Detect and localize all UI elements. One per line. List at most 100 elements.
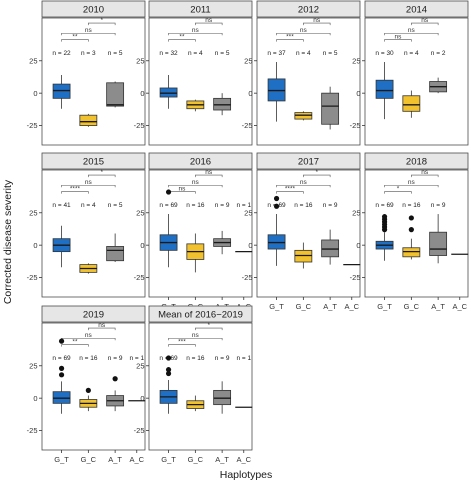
panel-strip [256,152,361,170]
panel-plot-area [41,322,146,451]
significance-bracket [276,184,331,188]
count-label: n = 3 [81,50,96,57]
count-label: n = 1 [129,355,144,362]
significance-label: ns [98,322,106,329]
significance-label: * [100,17,103,24]
y-tick-label: 25 [136,56,144,65]
x-tick-label: G_T [54,455,69,464]
box-a-t [321,92,340,125]
panel-plot-area [148,322,253,451]
count-label: n = 5 [108,202,123,209]
significance-bracket [411,174,439,178]
significance-label: ns [205,169,213,176]
y-tick-label: 25 [136,208,144,217]
count-label: n = 9 [108,355,123,362]
panel-title: 2018 [406,157,427,168]
outlier-point [273,195,280,202]
y-tick-label: 0 [33,89,37,98]
y-tick-label: 0 [140,89,144,98]
outlier-point [165,367,172,373]
significance-bracket [168,32,223,36]
y-tick-label: 25 [352,56,360,65]
y-tick-label: -25 [242,121,253,130]
panel-title: 2019 [83,310,104,321]
x-tick-label: A_T [323,302,337,311]
y-tick-label: -25 [134,426,145,435]
significance-label: ** [72,338,78,345]
count-label: n = 16 [186,355,205,362]
outlier-point [165,189,172,195]
significance-label: ns [85,332,93,339]
count-label: n = 5 [215,50,230,57]
y-tick-label: 0 [356,89,360,98]
y-tick-label: 25 [136,361,144,370]
x-tick-label: A_C [452,302,467,311]
x-tick-label: A_T [108,455,122,464]
significance-label: ns [313,17,321,24]
count-label: n = 9 [215,355,230,362]
panel-title: Mean of 2016−2019 [158,310,243,321]
box-a-t [106,82,125,107]
y-tick-label: 0 [248,241,252,250]
x-tick-label: A_C [344,302,359,311]
significance-bracket [88,327,116,331]
outlier-point [165,355,172,361]
x-axis-title: Haplotypes [220,469,273,481]
y-axis-title: Corrected disease severity [2,179,14,304]
significance-label: ns [192,179,200,186]
y-tick-label: -25 [27,273,38,282]
significance-label: ns [408,179,416,186]
significance-bracket [168,184,223,188]
count-label: n = 41 [52,202,71,209]
y-tick-label: -25 [350,121,361,130]
panel-strip [41,152,146,170]
box-g-t [375,79,394,99]
significance-bracket [384,191,412,194]
x-tick-label: A_C [129,455,144,464]
y-tick-label: 25 [244,208,252,217]
y-tick-label: 25 [29,56,37,65]
y-tick-label: 25 [244,56,252,65]
significance-label: *** [286,33,294,40]
x-tick-label: A_C [236,455,251,464]
y-tick-label: 0 [140,394,144,403]
significance-label: ns [421,169,429,176]
panel-strip [364,0,469,18]
y-tick-label: 0 [33,394,37,403]
panel-strip [148,0,253,18]
x-tick-label: G_C [188,455,204,464]
panel-title: 2010 [83,5,104,16]
count-label: n = 69 [52,355,71,362]
count-label: n = 4 [188,50,203,57]
y-tick-label: -25 [350,273,361,282]
significance-label: ns [85,179,93,186]
panel-title: 2014 [406,5,427,16]
outlier-point [58,338,65,344]
panel-strip [148,305,253,323]
count-label: n = 30 [375,50,394,57]
panel-strip [148,152,253,170]
significance-bracket [195,22,223,26]
significance-bracket [303,22,331,26]
outlier-point [58,365,65,371]
significance-bracket [61,39,89,42]
outlier-point [165,370,172,377]
x-tick-label: A_T [431,302,445,311]
panel: 2015 -25 0 25 n = 41 n = 4 n = 5 **** ns * [27,152,146,298]
count-label: n = 5 [323,50,338,57]
panel: 2019 -25 0 25 G_T G_C A_T A_C n = 69 n = 16 n = 9 n… [27,305,146,464]
count-label: n = 16 [79,355,98,362]
count-label: n = 16 [186,202,205,209]
y-tick-label: 25 [29,208,37,217]
y-tick-label: 25 [352,208,360,217]
panel-title: 2011 [190,5,210,16]
significance-bracket [168,39,196,42]
significance-label: * [397,185,400,192]
significance-label: ns [421,17,429,24]
significance-label: ns [300,27,308,34]
